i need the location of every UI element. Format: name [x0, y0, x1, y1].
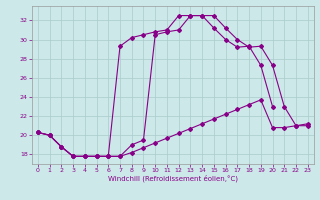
X-axis label: Windchill (Refroidissement éolien,°C): Windchill (Refroidissement éolien,°C)	[108, 175, 238, 182]
